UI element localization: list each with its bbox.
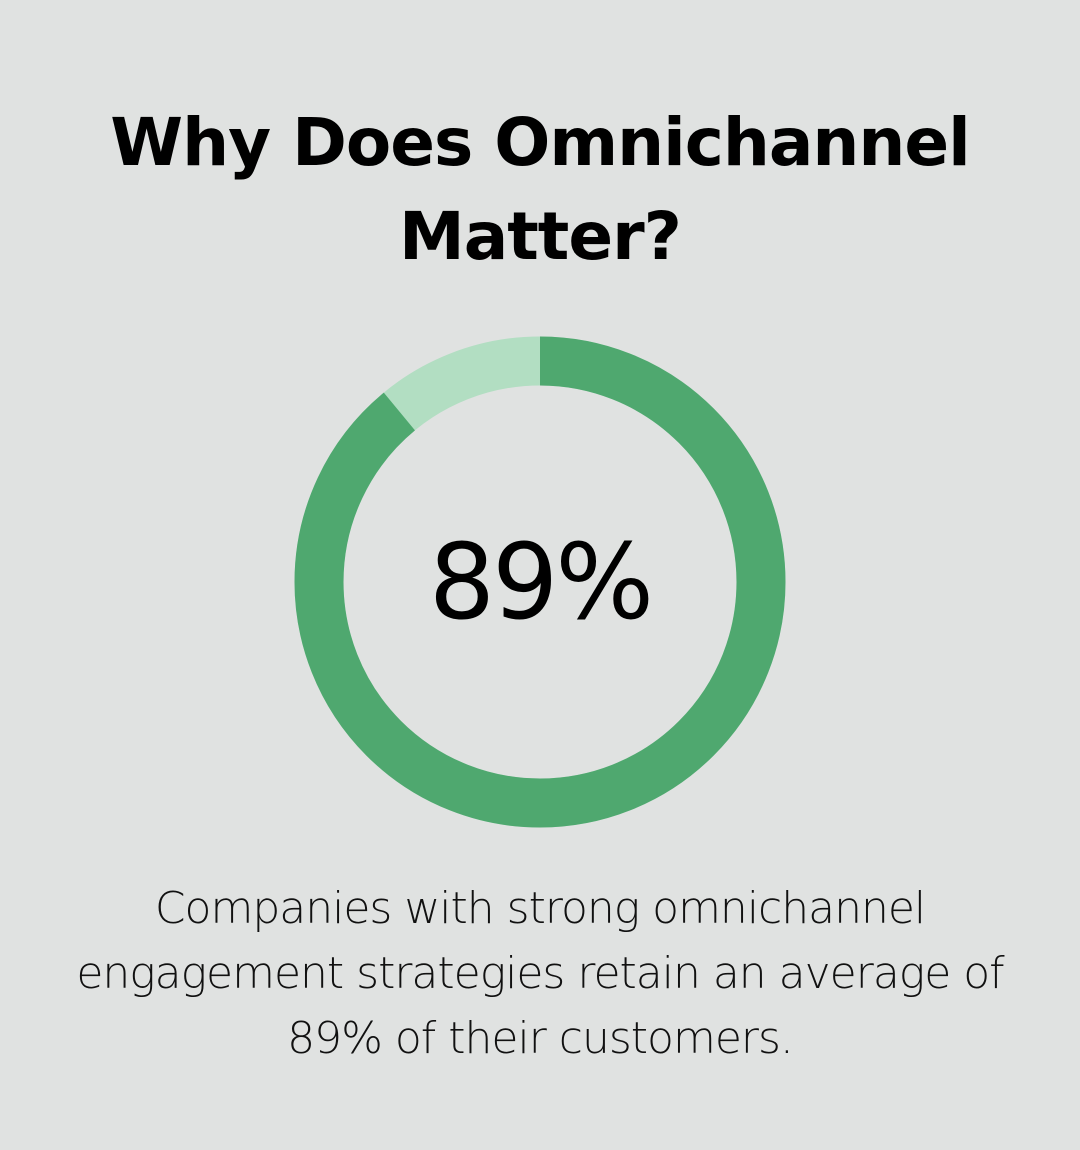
page-title: Why Does Omnichannel Matter? bbox=[0, 96, 1080, 284]
title-line-2: Matter? bbox=[399, 198, 682, 275]
title-line-1: Why Does Omnichannel bbox=[110, 104, 970, 181]
caption: Companies with strong omnichannel engage… bbox=[40, 876, 1040, 1071]
caption-line-2: engagement strategies retain an average … bbox=[76, 948, 1004, 999]
donut-svg bbox=[294, 336, 786, 828]
caption-line-3: 89% of their customers. bbox=[287, 1013, 794, 1064]
donut-center-value: 89% bbox=[428, 521, 654, 643]
caption-line-1: Companies with strong omnichannel bbox=[154, 883, 926, 934]
donut-filled-segment bbox=[294, 336, 786, 828]
donut-chart bbox=[290, 332, 790, 832]
